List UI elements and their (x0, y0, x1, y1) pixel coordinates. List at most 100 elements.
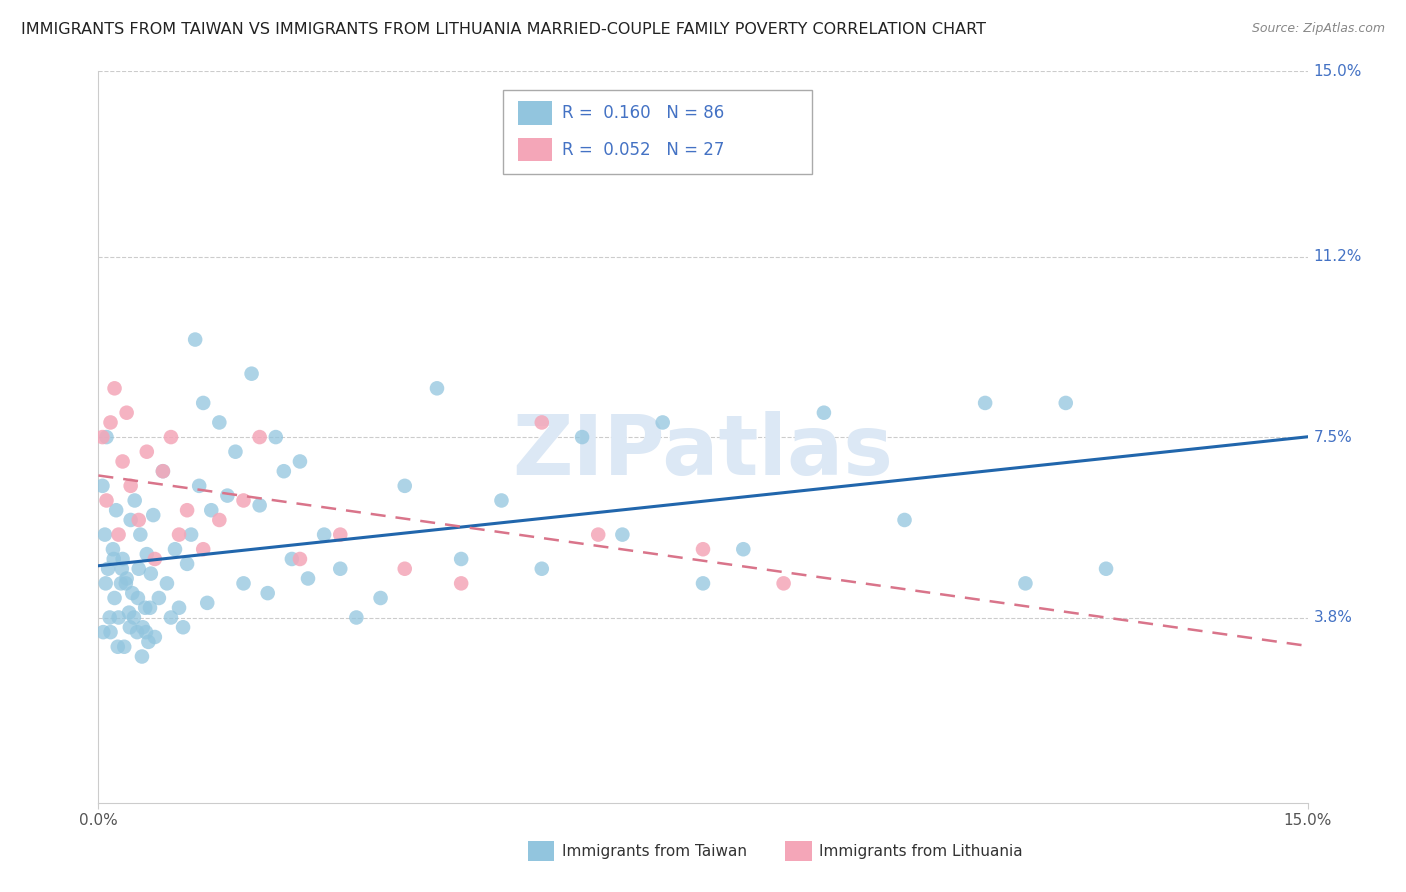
Point (224, 444, 246, 458)
Point (111, 552, 134, 566)
Point (394, 562, 416, 576)
Point (974, 396, 997, 410)
Point (344, 610, 367, 624)
Point (273, 464, 295, 478)
Point (139, 566, 162, 581)
Point (112, 640, 135, 654)
Text: IMMIGRANTS FROM TAIWAN VS IMMIGRANTS FROM LITHUANIA MARRIED-COUPLE FAMILY POVERT: IMMIGRANTS FROM TAIWAN VS IMMIGRANTS FRO… (21, 22, 986, 37)
Point (120, 513, 142, 527)
Point (232, 493, 254, 508)
Point (152, 464, 174, 478)
Point (120, 479, 142, 493)
Point (426, 381, 449, 395)
Point (160, 610, 183, 624)
Point (612, 527, 634, 541)
Point (107, 527, 129, 541)
Text: 11.2%: 11.2% (1313, 249, 1362, 264)
Text: ZIPatlas: ZIPatlas (513, 411, 893, 492)
Point (138, 635, 160, 649)
Point (139, 600, 162, 615)
Point (571, 430, 593, 444)
Point (772, 576, 794, 591)
Point (143, 552, 166, 566)
Point (530, 416, 553, 430)
Point (103, 591, 125, 605)
Point (394, 479, 416, 493)
Point (111, 454, 134, 468)
Point (134, 600, 156, 615)
Point (156, 576, 179, 591)
Point (184, 333, 207, 347)
Point (329, 527, 352, 541)
Point (172, 620, 194, 634)
Bar (517, 138, 553, 161)
Point (195, 596, 218, 610)
Point (297, 572, 319, 586)
Point (97, 562, 120, 576)
Point (118, 606, 141, 620)
Text: 3.8%: 3.8% (1313, 610, 1353, 625)
Bar (517, 102, 553, 125)
Text: R =  0.160   N = 86: R = 0.160 N = 86 (561, 104, 724, 122)
Point (288, 454, 311, 468)
Text: 15.0%: 15.0% (1313, 64, 1362, 78)
Point (100, 416, 122, 430)
Point (118, 620, 141, 634)
Point (1014, 576, 1036, 591)
Point (91, 625, 114, 640)
Point (98, 610, 121, 624)
Point (160, 430, 183, 444)
Point (208, 513, 231, 527)
Point (208, 416, 231, 430)
Point (100, 625, 122, 640)
Point (893, 513, 915, 527)
Point (450, 576, 472, 591)
Point (176, 557, 198, 571)
Point (124, 493, 146, 508)
Point (131, 649, 153, 664)
Point (217, 489, 239, 503)
Point (167, 527, 190, 541)
Point (1095, 562, 1118, 576)
Point (491, 493, 513, 508)
Point (733, 542, 755, 557)
Point (692, 542, 714, 557)
Point (94, 527, 117, 541)
Point (240, 367, 263, 381)
Point (193, 542, 215, 557)
Point (1054, 396, 1077, 410)
Point (180, 527, 202, 541)
Point (249, 499, 271, 513)
Point (128, 513, 150, 527)
Point (115, 572, 138, 586)
Point (135, 625, 157, 640)
Point (692, 576, 714, 591)
Bar (527, 841, 554, 862)
Point (530, 562, 553, 576)
Text: Immigrants from Taiwan: Immigrants from Taiwan (561, 844, 747, 859)
Point (586, 527, 609, 541)
Point (96, 430, 118, 444)
Point (167, 600, 190, 615)
Point (142, 508, 165, 522)
Point (111, 562, 134, 576)
Point (122, 610, 145, 624)
Point (188, 479, 211, 493)
Point (813, 406, 835, 420)
Point (651, 416, 673, 430)
Point (101, 542, 124, 557)
Point (128, 562, 150, 576)
FancyBboxPatch shape (503, 90, 811, 174)
Point (176, 503, 198, 517)
Point (281, 552, 304, 566)
Point (121, 586, 143, 600)
Point (103, 552, 125, 566)
Point (105, 503, 128, 517)
Point (249, 430, 271, 444)
Point (256, 586, 278, 600)
Point (107, 610, 129, 624)
Point (103, 381, 125, 395)
Bar (785, 841, 811, 862)
Point (96, 493, 118, 508)
Point (127, 625, 149, 640)
